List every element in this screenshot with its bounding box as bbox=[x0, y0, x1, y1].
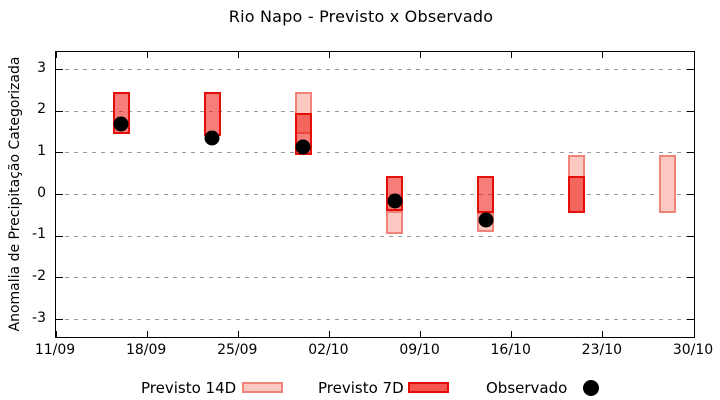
x-tick-top bbox=[420, 52, 422, 58]
y-tick-left bbox=[56, 277, 63, 279]
observado-dot bbox=[113, 116, 129, 132]
y-tick-label: 2 bbox=[37, 101, 46, 118]
plot-area bbox=[55, 51, 695, 338]
y-gridline bbox=[56, 69, 694, 70]
x-tick-top bbox=[602, 52, 604, 58]
x-tick-bottom bbox=[328, 331, 330, 337]
y-tick-left bbox=[56, 235, 63, 237]
y-tick-right bbox=[687, 235, 694, 237]
x-tick-top bbox=[55, 52, 57, 58]
y-tick-left bbox=[56, 319, 63, 320]
x-tick-bottom bbox=[55, 331, 57, 337]
x-tick-top bbox=[328, 52, 330, 58]
y-tick-label: 1 bbox=[37, 142, 46, 159]
y-gridline bbox=[56, 194, 694, 195]
y-tick-right bbox=[687, 194, 694, 195]
y-tick-right bbox=[687, 69, 694, 70]
x-tick-label: 09/10 bbox=[399, 342, 440, 358]
x-tick-bottom bbox=[693, 331, 695, 337]
chart-title: Rio Napo - Previsto x Observado bbox=[228, 7, 494, 26]
x-tick-label: 30/10 bbox=[672, 342, 714, 358]
x-tick-bottom bbox=[420, 331, 422, 337]
y-gridline bbox=[56, 152, 694, 154]
observado-dot-icon bbox=[583, 380, 599, 396]
y-tick-left bbox=[56, 152, 63, 154]
x-tick-top bbox=[237, 52, 239, 58]
x-tick-top bbox=[511, 52, 513, 58]
x-tick-label: 16/10 bbox=[490, 342, 531, 358]
legend-label-observado: Observado bbox=[486, 379, 568, 397]
y-tick-left bbox=[56, 194, 63, 195]
previsto-7d-bar bbox=[477, 175, 495, 214]
previsto-7d-bar bbox=[568, 175, 586, 214]
x-tick-top bbox=[146, 52, 148, 58]
y-gridline bbox=[56, 277, 694, 279]
y-tick-label: -1 bbox=[32, 226, 46, 243]
legend-label-previsto-7d: Previsto 7D bbox=[318, 379, 404, 397]
x-tick-bottom bbox=[511, 331, 513, 337]
y-gridline bbox=[56, 110, 694, 112]
y-tick-label: 3 bbox=[37, 59, 46, 76]
legend-label-previsto-14d: Previsto 14D bbox=[141, 379, 237, 397]
observado-dot bbox=[204, 130, 220, 146]
observado-dot bbox=[295, 139, 311, 155]
y-tick-label: -2 bbox=[32, 267, 46, 284]
observado-dot bbox=[387, 193, 403, 209]
y-tick-right bbox=[687, 319, 694, 320]
y-tick-right bbox=[687, 277, 694, 279]
x-tick-bottom bbox=[602, 331, 604, 337]
y-tick-label: 0 bbox=[37, 184, 46, 201]
y-tick-left bbox=[56, 110, 63, 112]
y-tick-label: -3 bbox=[32, 309, 46, 326]
x-tick-label: 11/09 bbox=[34, 342, 76, 358]
x-tick-label: 25/09 bbox=[217, 342, 258, 358]
previsto-7d-bar bbox=[203, 92, 221, 137]
x-tick-label: 23/10 bbox=[581, 342, 623, 358]
y-tick-left bbox=[56, 69, 63, 70]
y-gridline bbox=[56, 235, 694, 237]
previsto-14d-bar bbox=[659, 154, 677, 214]
previsto-14d-bar bbox=[386, 211, 404, 235]
x-tick-top bbox=[693, 52, 695, 58]
previsto-14d-swatch-icon bbox=[242, 382, 283, 393]
y-tick-right bbox=[687, 110, 694, 112]
y-tick-right bbox=[687, 152, 694, 154]
x-tick-bottom bbox=[146, 331, 148, 337]
x-tick-bottom bbox=[237, 331, 239, 337]
y-gridline bbox=[56, 319, 694, 320]
x-tick-label: 02/10 bbox=[308, 342, 349, 358]
x-tick-label: 18/09 bbox=[125, 342, 167, 358]
observado-dot bbox=[478, 212, 494, 227]
previsto-7d-swatch-icon bbox=[408, 382, 449, 393]
